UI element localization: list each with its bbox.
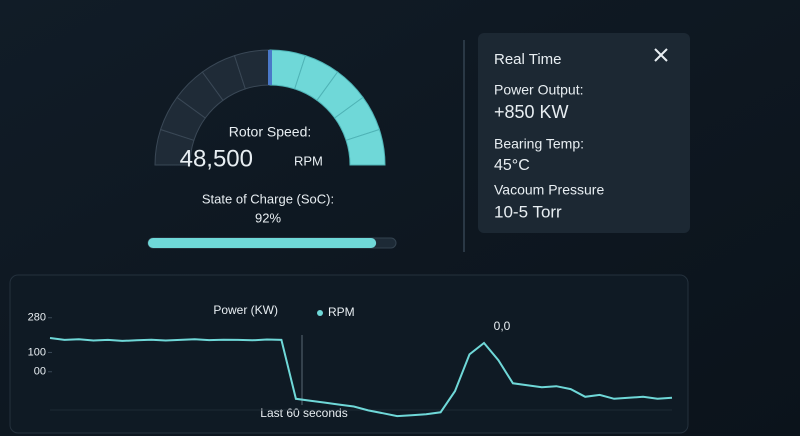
soc-bar: [148, 238, 377, 248]
item-label: Vacoum Pressure: [494, 182, 604, 198]
y-tick-label: 100: [28, 346, 46, 358]
item-label: Power Output:: [494, 82, 584, 98]
gauge-unit: RPM: [294, 153, 323, 168]
y-tick-label: 00: [34, 366, 46, 378]
item-value: 10-5 Torr: [494, 202, 562, 221]
panel-title: Real Time: [494, 51, 562, 68]
gauge-segment: [345, 128, 386, 166]
soc-label: State of Charge (SoC):: [202, 191, 334, 206]
x-axis-label: Last 60 seconds: [260, 406, 347, 420]
chart-panel: [9, 274, 689, 434]
item-value: 45°C: [494, 157, 530, 174]
soc-value: 92%: [255, 210, 281, 225]
data-line: [49, 337, 673, 418]
rotor-gauge: [154, 49, 386, 166]
realtime-panel: [478, 33, 690, 233]
annotation: 0,0: [494, 319, 511, 333]
item-value: +850 KW: [494, 102, 569, 122]
close-button[interactable]: [654, 48, 668, 62]
legend-label: RPM: [328, 305, 355, 319]
legend-dot: [317, 310, 323, 316]
item-label: Bearing Temp:: [494, 136, 584, 152]
y-tick-label: 280: [28, 312, 46, 324]
chart-title: Power (KW): [213, 303, 278, 317]
gauge-value: 48,500: [180, 145, 253, 172]
gauge-label: Rotor Speed:: [229, 124, 312, 140]
